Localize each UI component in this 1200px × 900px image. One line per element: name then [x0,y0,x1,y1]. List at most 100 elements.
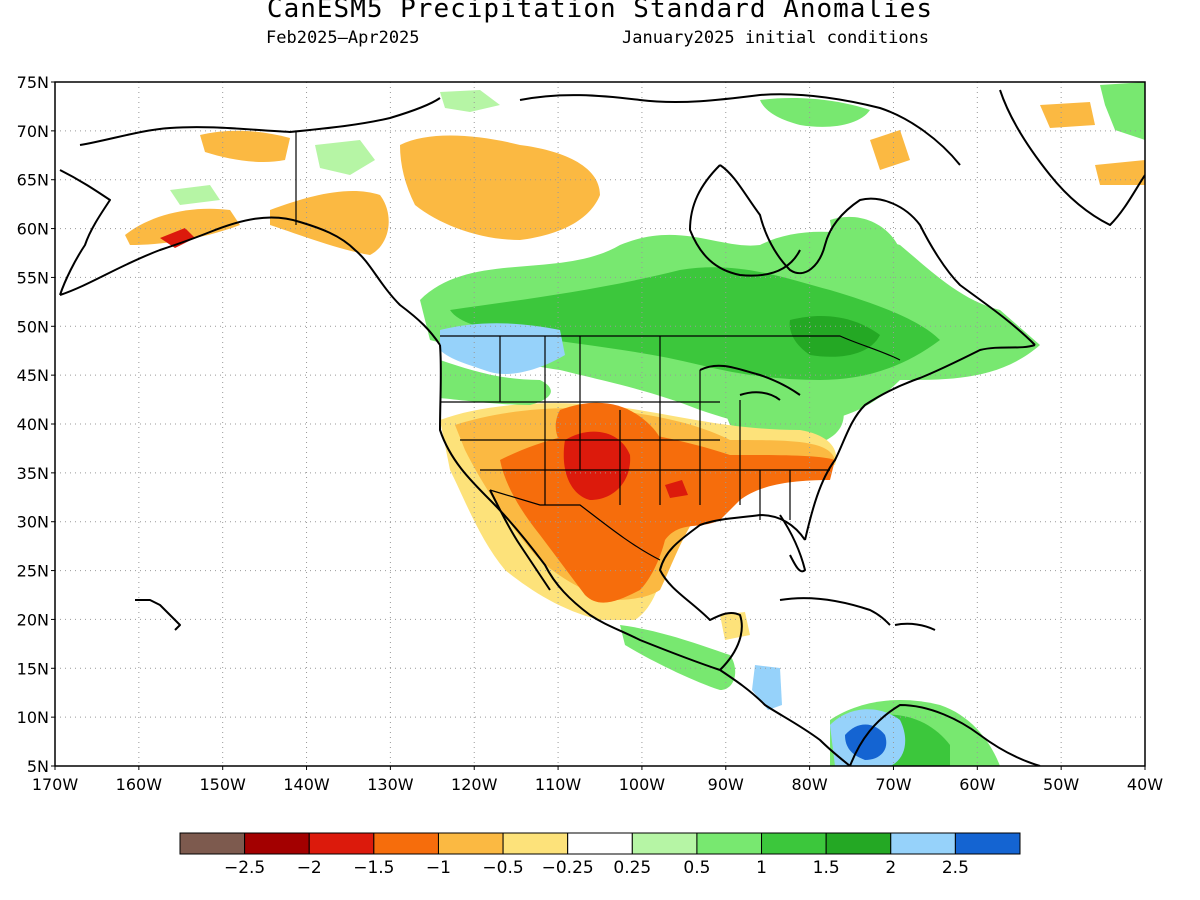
initial-conditions: January2025 initial conditions [622,28,930,48]
coastline-greenland [999,89,1145,226]
lon-label: 80W [792,775,828,794]
anomaly-dry-strong-alaska [160,228,195,248]
lat-label: 5N [27,757,49,776]
anomaly-dry-mod-arctic [400,135,600,240]
coastline-east-us [804,344,1036,541]
coastline-baja [489,489,551,591]
anomaly-dry-mod-alaska-south [125,208,240,245]
anomaly-wet-east [720,394,844,445]
coastline-alaska [59,216,441,346]
lat-label: 55N [17,268,49,287]
lat-label: 20N [17,610,49,629]
coastline-alaska-north [79,97,441,146]
colorbar-label: 1.5 [813,858,840,878]
anomaly-wet-arctic-1 [440,90,500,112]
colorbar-swatch [954,832,1021,855]
coastline-cuba [779,597,891,626]
border-states-v1 [499,336,741,505]
anomaly-dry-mod-alaska-north [200,130,290,163]
lon-label: 50W [1043,775,1079,794]
colorbar-label: −0.25 [542,858,594,878]
colorbar-label: −2 [297,858,322,878]
lon-label: 160W [116,775,163,794]
lat-label: 60N [17,220,49,239]
coastline-arctic-islands [519,93,961,166]
colorbar-labels: −2.5 −2 −1.5 −1 −0.5 −0.25 0.25 0.5 1 1.5 2 2.5 [224,858,969,878]
colorbar-label: 1 [756,858,767,878]
anomaly-wet-hudson-east [830,216,902,300]
anomaly-dry-strong-oklahoma [665,480,688,498]
lat-label: 25N [17,562,49,581]
colorbar-swatch [502,832,569,855]
anomaly-extreme-wet-colombia [845,724,887,760]
lat-label: 10N [17,708,49,727]
colorbar-label: 2 [885,858,896,878]
lat-label: 15N [17,659,49,678]
lat-label: 75N [17,73,49,92]
colorbar-label: −2.5 [224,858,265,878]
colorbar-label: 0.25 [613,858,651,878]
lat-label: 30N [17,513,49,532]
colorbar-swatch [179,832,246,855]
colorbar-swatch [825,832,892,855]
anomaly-dry-weak-yucatan [720,612,750,640]
longitude-labels: 170W 160W 150W 140W 130W 120W 110W 100W 90W 80W 70… [32,766,1163,794]
colorbar-swatch [631,832,698,855]
colorbar-label: −0.5 [482,858,523,878]
coastline-west-us [439,344,721,671]
colorbar-swatch [437,832,504,855]
lon-label: 90W [708,775,744,794]
lat-label: 45N [17,366,49,385]
colorbar-swatch [308,832,375,855]
lon-label: 70W [875,775,911,794]
coastline-alaska-west [59,169,111,296]
coastline-south-america [849,704,1041,766]
latitude-labels: 75N 70N 65N 60N 55N 50N 45N 40N 35N 30N 25N 20N 15N 1… [17,73,55,776]
lon-label: 140W [283,775,330,794]
lon-label: 170W [32,775,79,794]
political-borders [295,132,901,561]
colorbar-swatch [244,832,310,855]
colorbar-label: −1.5 [353,858,394,878]
forecast-period: Feb2025–Apr2025 [266,28,420,48]
coastline-hudson-bay [689,164,801,277]
map-title: CanESM5 Precipitation Standard Anomalies [266,0,934,24]
anomaly-wet-alaska [170,185,220,205]
anomaly-dry-mod-yukon [270,190,389,255]
anomaly-dry-mod-baffin [870,130,910,170]
colorbar-swatch [890,832,956,855]
colorbar-swatch [567,832,633,855]
coastline-labrador [719,164,1036,346]
lat-label: 50N [17,317,49,336]
colorbar-label: 0.5 [683,858,710,878]
colorbar-swatch [373,832,439,855]
anomaly-wet-greenland [1100,82,1145,140]
lon-label: 130W [367,775,414,794]
border-states-southeast [720,469,830,520]
gridlines [55,82,1145,766]
colorbar [179,832,1021,855]
coastline-central-america [719,669,851,766]
anomaly-very-wet-central-america [752,665,782,710]
lat-label: 70N [17,122,49,141]
anomaly-shading [125,82,1145,766]
coastline-florida [779,514,806,573]
coastline-hispaniola [894,622,936,631]
colorbar-label: −1 [426,858,451,878]
coastline-great-lakes [699,364,801,401]
lat-label: 40N [17,415,49,434]
anomaly-wet-central-america [620,625,736,690]
border-us-canada [440,335,901,361]
lat-label: 65N [17,171,49,190]
colorbar-swatch [761,832,827,855]
colorbar-label: 2.5 [942,858,969,878]
lon-label: 120W [451,775,498,794]
lon-label: 150W [200,775,247,794]
anomaly-dry-mod-greenland-2 [1095,160,1145,185]
anomaly-wet-nwt [315,140,375,175]
lon-label: 60W [959,775,995,794]
anomaly-wet-northwest [440,360,551,405]
anomaly-dry-mod-greenland-1 [1040,102,1095,128]
lon-label: 110W [535,775,582,794]
